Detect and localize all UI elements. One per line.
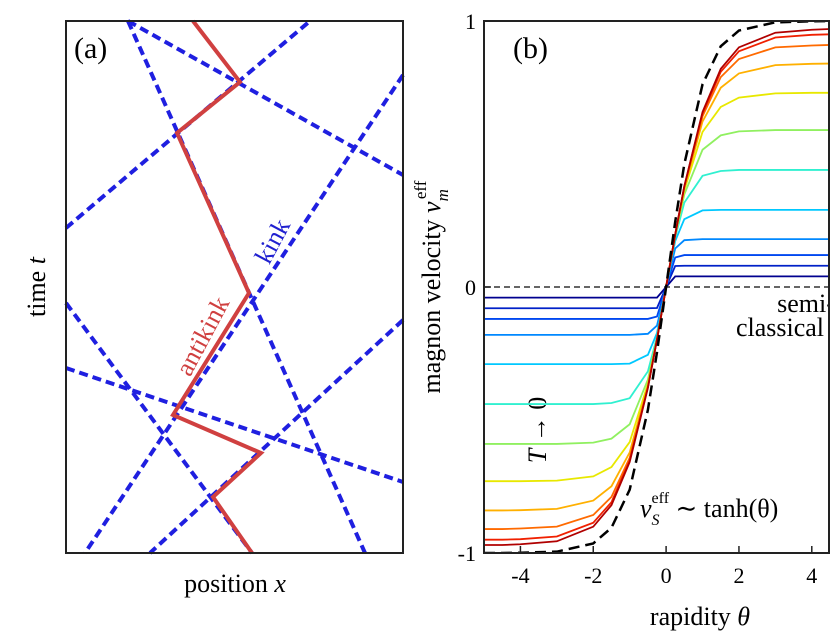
- series-line: [484, 28, 830, 546]
- annotation-text: → 0: [523, 397, 552, 449]
- x-axis-label: rapidity θ: [650, 602, 750, 631]
- label-subscript: m: [433, 189, 452, 201]
- annotation-symbol: T: [523, 447, 552, 463]
- kink-line: [83, 73, 405, 555]
- y-tick-label: 0: [465, 275, 476, 300]
- dashed-line: [484, 21, 830, 553]
- y-axis-label: magnon velocity vmeff: [411, 180, 452, 393]
- x-axis-label: position x: [184, 569, 286, 598]
- x-tick-label: 0: [661, 563, 672, 588]
- annotation-text: ∼ tanh(θ): [669, 494, 778, 523]
- panel-label: (b): [513, 32, 548, 65]
- kink-line: [148, 318, 405, 555]
- annotation-subscript: S: [652, 512, 660, 529]
- annotation: vSeff ∼ tanh(θ): [640, 490, 778, 529]
- label-symbol: θ: [737, 602, 750, 631]
- kink-label: kink: [249, 214, 296, 268]
- label-symbol: t: [22, 256, 51, 264]
- annotation: classical: [736, 313, 824, 342]
- label-text: magnon velocity: [417, 213, 446, 394]
- label-symbol: v: [417, 201, 446, 213]
- x-tick-label: -4: [511, 563, 529, 588]
- panel-b-frame: [483, 20, 830, 554]
- label-symbol: x: [273, 569, 286, 598]
- kink-line: [65, 366, 404, 484]
- y-tick-label: 1: [465, 9, 476, 34]
- annotation: T → 0: [523, 397, 552, 463]
- x-tick-label: -2: [584, 563, 602, 588]
- panel-a: (a) kink antikink time t position x: [22, 19, 405, 598]
- y-axis-label: time t: [22, 256, 51, 317]
- panel-a-frame: [65, 20, 404, 554]
- series-line: [484, 264, 830, 310]
- annotation: semi-: [777, 289, 830, 318]
- label-superscript: eff: [411, 180, 430, 199]
- kink-line: [127, 19, 404, 177]
- kink-lines: [64, 19, 405, 555]
- panel-label: (a): [74, 32, 107, 65]
- x-tick-label: 2: [733, 563, 744, 588]
- label-text: time: [22, 264, 51, 317]
- antikink-line: [170, 19, 265, 555]
- series-line: [484, 275, 830, 299]
- label-text: rapidity: [650, 602, 737, 631]
- label-text: position: [184, 569, 274, 598]
- x-tick-label: 4: [806, 563, 817, 588]
- annotation-symbol: v: [640, 494, 652, 523]
- annotation-superscript: eff: [652, 490, 670, 507]
- plot-area: [484, 21, 830, 553]
- series-line: [484, 254, 830, 320]
- y-tick-label: -1: [458, 541, 476, 566]
- panel-b: (b) rapidity θ magnon velocity vmeff sem…: [411, 9, 830, 631]
